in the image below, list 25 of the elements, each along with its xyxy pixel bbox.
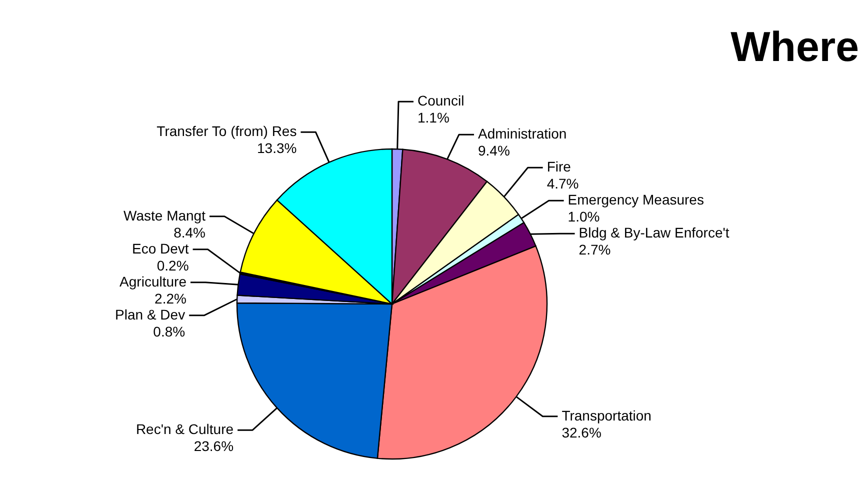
slice-label: Eco Devt <box>132 240 189 256</box>
data-label: 32.6% <box>562 424 602 440</box>
data-label: 8.4% <box>174 224 206 240</box>
slice-label: Fire <box>546 158 572 175</box>
slice-label: Transportation <box>562 407 652 424</box>
slice-label: Emergency Measures <box>568 192 704 208</box>
slice-label: Waste Mangt <box>124 207 206 224</box>
data-label: 1.0% <box>568 208 600 225</box>
slice-label: Transfer To (from) Res <box>156 123 297 140</box>
slice-label: Bldg & By-Law Enforce't <box>578 224 730 241</box>
data-label: 2.2% <box>154 290 186 306</box>
data-label: 0.8% <box>153 323 186 340</box>
slice-label: Administration <box>478 126 567 142</box>
slice-label: Agriculture <box>120 273 187 290</box>
data-label: 1.1% <box>417 110 450 126</box>
data-label: 23.6% <box>194 438 234 454</box>
data-label: 9.4% <box>478 142 510 159</box>
data-label: 4.7% <box>546 176 579 192</box>
slice-label: Council <box>417 92 464 109</box>
slice-label: Plan & Dev <box>115 306 186 322</box>
slice-label: Rec'n & Culture <box>136 421 234 438</box>
data-label: 0.2% <box>156 257 189 274</box>
chart-title: Where <box>730 23 859 70</box>
data-label: 13.3% <box>257 140 297 156</box>
data-label: 2.7% <box>578 242 611 258</box>
